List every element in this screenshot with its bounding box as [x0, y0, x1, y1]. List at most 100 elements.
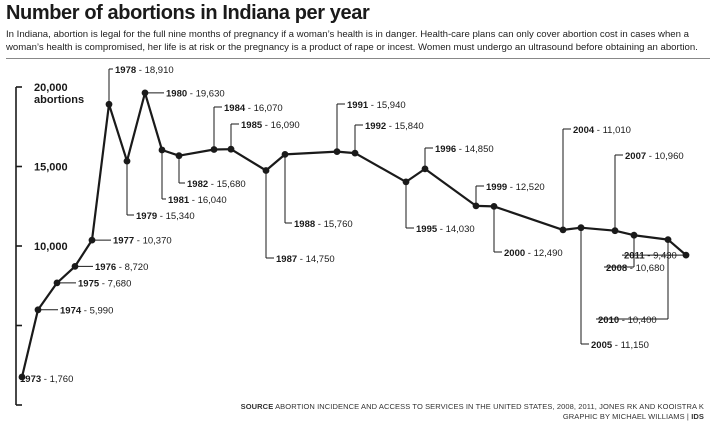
- y-axis-unit-label: abortions: [34, 94, 84, 106]
- data-label-2005: 2005 - 11,150: [591, 340, 649, 351]
- data-label-value: - 14,030: [437, 224, 475, 235]
- data-point-1984: [210, 146, 218, 153]
- chart-subtitle: In Indiana, abortion is legal for the fu…: [6, 29, 698, 53]
- data-point-1981: [158, 146, 166, 154]
- data-label-value: - 14,850: [456, 144, 494, 155]
- data-label-year: 1980: [166, 88, 187, 99]
- data-label-1991: 1991 - 15,940: [347, 100, 406, 111]
- data-label-1975: 1975 - 7,680: [78, 278, 131, 289]
- data-label-year: 1981: [168, 195, 190, 206]
- data-label-value: - 12,490: [525, 248, 563, 259]
- data-point-1992: [351, 149, 359, 157]
- data-label-1979: 1979 - 15,340: [136, 211, 195, 222]
- data-point-1987: [262, 167, 270, 174]
- data-point-2007: [611, 227, 619, 235]
- data-label-value: - 14,750: [297, 254, 335, 265]
- data-point-2011: [682, 251, 690, 259]
- data-label-value: - 15,840: [386, 121, 424, 132]
- data-label-2011: 2011 - 9,430: [624, 251, 677, 262]
- data-point-1974: [34, 306, 42, 314]
- data-label-1984: 1984 - 16,070: [224, 103, 283, 114]
- data-label-value: - 5,990: [81, 305, 113, 316]
- data-label-year: 1992: [365, 121, 386, 132]
- data-point-2005: [577, 224, 585, 232]
- data-point-2008: [630, 231, 638, 239]
- data-label-1999: 1999 - 12,520: [486, 182, 545, 193]
- data-label-value: - 11,010: [594, 125, 631, 136]
- data-label-value: - 15,340: [157, 211, 195, 222]
- data-point-1999: [472, 202, 480, 210]
- data-label-year: 1976: [95, 262, 116, 273]
- y-tick-label: 15,000: [34, 162, 68, 174]
- data-label-year: 1975: [78, 278, 100, 289]
- data-point-1991: [333, 148, 341, 156]
- data-label-2008: 2008 - 10,680: [606, 263, 665, 274]
- leader-lines: [38, 68, 686, 345]
- data-label-year: 2011: [624, 251, 645, 262]
- data-label-year: 2004: [573, 125, 595, 136]
- data-label-1982: 1982 - 15,680: [187, 179, 246, 190]
- data-label-value: - 10,400: [619, 315, 657, 326]
- data-point-2010: [664, 236, 672, 244]
- data-point-1996: [421, 165, 429, 173]
- data-label-year: 1984: [224, 103, 246, 114]
- data-point-1978: [105, 100, 113, 108]
- credit-org: IDS: [691, 412, 704, 421]
- data-label-value: - 19,630: [187, 88, 225, 99]
- data-label-year: 1985: [241, 120, 263, 131]
- data-point-1995: [402, 178, 410, 186]
- data-point-2000: [490, 203, 498, 210]
- data-point-1975: [53, 279, 61, 287]
- data-label-1996: 1996 - 14,850: [435, 144, 494, 155]
- source-label: SOURCE: [240, 402, 274, 411]
- data-label-2010: 2010 - 10,400: [598, 315, 657, 326]
- data-label-1976: 1976 - 8,720: [95, 262, 148, 273]
- data-label-year: 1988: [294, 219, 315, 230]
- data-label-1992: 1992 - 15,840: [365, 121, 424, 132]
- data-points: [18, 89, 690, 381]
- data-label-year: 1982: [187, 179, 208, 190]
- data-point-1980: [141, 89, 149, 97]
- y-tick-label: 10,000: [34, 241, 68, 253]
- data-label-value: - 10,960: [646, 151, 684, 162]
- data-label-value: - 10,370: [134, 236, 172, 247]
- data-label-year: 2010: [598, 315, 619, 326]
- source-note: SOURCE ABORTION INCIDENCE AND ACCESS TO …: [241, 402, 704, 412]
- data-label-value: - 1,760: [41, 374, 73, 385]
- data-label-year: 1987: [276, 254, 297, 265]
- data-point-1976: [71, 263, 79, 270]
- data-label-value: - 16,040: [189, 195, 227, 206]
- data-point-1977: [88, 236, 96, 244]
- data-label-1978: 1978 - 18,910: [115, 65, 174, 76]
- data-label-year: 2000: [504, 248, 525, 259]
- data-label-1981: 1981 - 16,040: [168, 195, 227, 206]
- data-label-year: 1996: [435, 144, 456, 155]
- data-point-1973: [18, 373, 26, 381]
- data-label-year: 2005: [591, 340, 613, 351]
- data-label-year: 1995: [416, 224, 438, 235]
- data-label-value: - 12,520: [507, 182, 545, 193]
- data-point-1985: [227, 145, 235, 153]
- graphic-credit: GRAPHIC BY MICHAEL WILLIAMS | IDS: [563, 412, 704, 422]
- data-label-value: - 18,910: [136, 65, 174, 76]
- header-divider: [6, 58, 710, 59]
- chart-title: Number of abortions in Indiana per year: [6, 2, 370, 24]
- data-label-year: 1973: [20, 374, 41, 385]
- data-label-year: 1979: [136, 211, 157, 222]
- data-label-1988: 1988 - 15,760: [294, 219, 353, 230]
- data-label-value: - 7,680: [99, 278, 131, 289]
- data-label-value: - 10,680: [627, 263, 665, 274]
- data-label-year: 2008: [606, 263, 627, 274]
- data-label-value: - 16,090: [262, 120, 300, 131]
- data-label-1974: 1974 - 5,990: [60, 305, 113, 316]
- data-label-1980: 1980 - 19,630: [166, 88, 225, 99]
- data-label-year: 1977: [113, 236, 134, 247]
- data-label-value: - 15,760: [315, 219, 353, 230]
- data-label-1973: 1973 - 1,760: [20, 374, 73, 385]
- data-label-2004: 2004 - 11,010: [573, 125, 631, 136]
- data-label-year: 1974: [60, 305, 82, 316]
- data-label-year: 1978: [115, 65, 136, 76]
- data-label-value: - 15,940: [368, 100, 406, 111]
